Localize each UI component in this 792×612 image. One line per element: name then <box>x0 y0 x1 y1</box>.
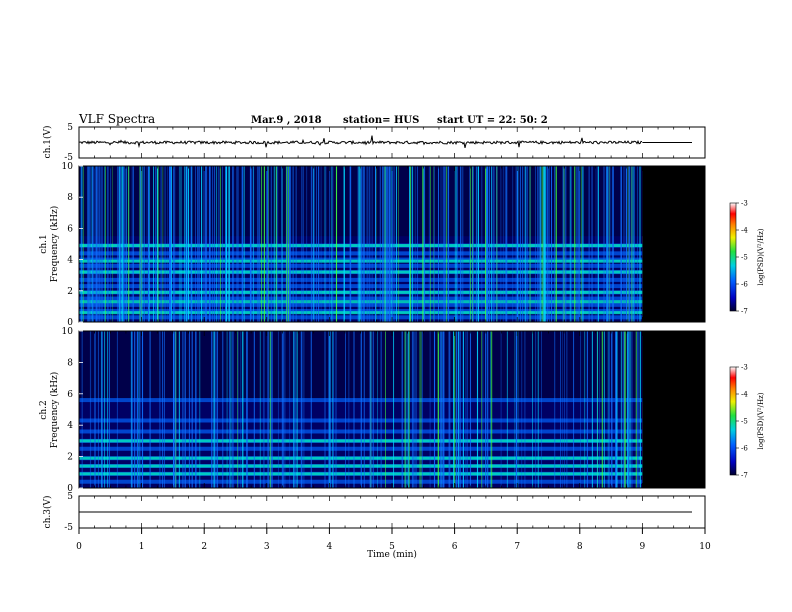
ch1-ytick-bottom: -5 <box>64 153 73 163</box>
spectrogram-band <box>79 251 643 256</box>
spectrogram-ytick-label: 8 <box>67 193 73 203</box>
ch3-ytick-top: 5 <box>67 492 73 502</box>
header-station: station= HUS <box>343 115 419 126</box>
time-axis-tick-label: 8 <box>577 542 583 552</box>
colorbar-tick-label: -6 <box>741 445 748 453</box>
ch1-colorbar <box>729 202 737 312</box>
spectrogram-bright-band <box>79 244 643 248</box>
ch2-colorbar <box>729 366 737 476</box>
spectrogram-ytick-label: 0 <box>67 318 73 328</box>
spectrogram-ytick-label: 2 <box>67 287 73 297</box>
spectrogram-upper-region <box>79 331 643 402</box>
colorbar-tick-label: -7 <box>741 472 748 480</box>
spectrogram-ytick-label: 4 <box>67 256 73 266</box>
colorbar-tick-label: -3 <box>741 200 748 208</box>
colorbar-tick-label: -4 <box>741 227 748 235</box>
spectrogram-band <box>79 429 643 434</box>
time-axis-tick-label: 6 <box>452 542 458 552</box>
spectrogram-bright-band <box>79 472 643 476</box>
ch3-ylabel: ch.3(V) <box>42 496 53 529</box>
spectrogram-band <box>79 302 643 307</box>
figure-title: VLF Spectra <box>78 112 155 126</box>
spectrogram-bright-band <box>79 464 643 468</box>
spectrogram-bright-band <box>79 270 643 274</box>
spectrogram-band <box>79 418 643 423</box>
spectrogram-bright-band <box>79 311 643 315</box>
panel-tick-marks <box>78 127 706 528</box>
spectrogram-ytick-label: 4 <box>67 421 73 431</box>
ch2-colorbar-label: log(PSD)(V²/Hz) <box>757 392 765 449</box>
spectrogram-upper-region <box>79 166 643 237</box>
spectrogram-band <box>79 446 643 451</box>
spectrogram-band <box>79 257 643 262</box>
colorbar-tick-label: -7 <box>741 308 748 316</box>
spectrogram-no-data <box>642 331 705 488</box>
ch1-spectrogram-ylabel: Frequency (kHz) <box>49 206 60 283</box>
ch1-ytick-top: 5 <box>67 123 73 133</box>
spectrogram-bright-band <box>79 456 643 460</box>
ch2-spectrogram-image <box>79 331 705 488</box>
ch2-spectrogram-yticks: 0 2 4 6 8 10 <box>62 327 83 494</box>
time-axis-tick-label: 9 <box>640 542 646 552</box>
ch3-ytick-bottom: -5 <box>64 523 73 533</box>
time-axis-tick-label: 7 <box>514 542 520 552</box>
colorbar-tick-label: -5 <box>741 254 748 262</box>
ch1-colorbar-label: log(PSD)(V²/Hz) <box>757 228 765 285</box>
time-axis-tick-label: 1 <box>139 542 145 552</box>
colorbar-tick-label: -3 <box>741 364 748 372</box>
spectrogram-bright-band <box>79 439 643 443</box>
time-axis-tick-label: 2 <box>201 542 207 552</box>
spectrogram-ytick-label: 6 <box>67 390 73 400</box>
colorbar-tick-label: -6 <box>741 281 748 289</box>
time-axis-tick-label: 5 <box>389 542 395 552</box>
time-axis-tick-label: 3 <box>264 542 270 552</box>
spectrogram-band <box>79 309 643 314</box>
ch2-spectrogram-channel-label: ch.2 <box>39 400 49 419</box>
spectrogram-bright-band <box>79 300 643 304</box>
ch1-waveform-trace <box>79 135 643 149</box>
spectrogram-band <box>79 315 643 320</box>
spectrogram-bright-band <box>79 290 643 294</box>
ch2-spectrogram-ylabel: Frequency (kHz) <box>49 372 60 449</box>
spectrogram-band <box>79 263 643 268</box>
spectrogram-band <box>79 479 643 484</box>
ch1-colorbar-ticks: -3 -4 -5 -6 -7 <box>736 200 748 316</box>
spectrogram-ytick-label: 10 <box>62 327 74 337</box>
ch1-ylabel: ch.1(V) <box>42 126 53 159</box>
colorbar-tick-label: -4 <box>741 391 748 399</box>
spectrogram-band <box>79 398 643 403</box>
spectrogram-band <box>79 284 643 289</box>
ch1-spectrogram-yticks: 0 2 4 6 8 10 <box>62 162 83 328</box>
time-axis-ticks: 0 1 2 3 4 5 6 7 8 9 10 <box>76 528 711 552</box>
header-start-time: start UT = 22: 50: 2 <box>437 115 548 126</box>
spectrogram-ytick-label: 6 <box>67 224 73 234</box>
spectrogram-bright-band <box>79 259 643 263</box>
time-axis-tick-label: 0 <box>76 542 82 552</box>
spectrogram-ytick-label: 8 <box>67 358 73 368</box>
time-axis-tick-label: 4 <box>327 542 333 552</box>
spectrogram-ytick-label: 0 <box>67 484 73 494</box>
ch1-spectrogram-channel-label: ch.1 <box>39 234 49 253</box>
colorbar-tick-label: -5 <box>741 418 748 426</box>
spectrogram-band <box>79 277 643 282</box>
spectrogram-band <box>79 296 643 301</box>
time-axis-tick-label: 10 <box>699 542 711 552</box>
spectrogram-ytick-label: 10 <box>62 162 74 172</box>
ch1-spectrogram-image <box>79 166 705 322</box>
header-date: Mar.9 , 2018 <box>251 115 322 126</box>
time-axis-label: Time (min) <box>367 549 417 560</box>
spectrogram-ytick-label: 2 <box>67 453 73 463</box>
ch2-colorbar-ticks: -3 -4 -5 -6 -7 <box>736 364 748 480</box>
spectrogram-no-data <box>642 166 705 322</box>
